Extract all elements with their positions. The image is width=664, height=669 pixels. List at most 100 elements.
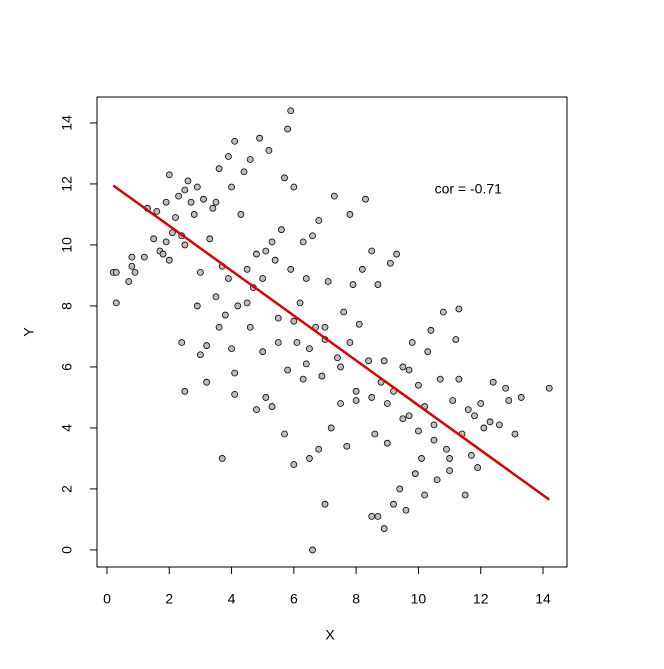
point	[374, 512, 382, 520]
point	[496, 421, 503, 429]
point	[168, 229, 176, 237]
point	[181, 186, 189, 194]
point	[396, 485, 404, 493]
point	[471, 412, 478, 420]
point	[225, 275, 232, 282]
point	[346, 211, 354, 218]
point	[287, 107, 295, 115]
point	[449, 397, 457, 404]
point	[231, 369, 239, 377]
point	[327, 424, 335, 432]
point	[159, 250, 167, 258]
point	[190, 211, 198, 218]
point	[237, 211, 245, 218]
x-tick-label: 0	[103, 591, 111, 607]
point	[243, 265, 251, 273]
point	[112, 268, 120, 276]
point	[455, 375, 463, 383]
point	[405, 366, 413, 374]
point	[125, 278, 133, 285]
point	[215, 165, 223, 173]
point	[415, 427, 422, 435]
point	[337, 363, 344, 371]
point	[368, 394, 376, 401]
point	[287, 265, 295, 273]
point	[380, 525, 388, 532]
point	[386, 259, 394, 267]
point	[172, 214, 179, 221]
point	[209, 204, 217, 212]
point	[480, 424, 488, 432]
point	[424, 348, 432, 356]
point	[368, 247, 376, 255]
y-tick-label: 12	[59, 176, 75, 192]
point	[383, 400, 391, 407]
point	[415, 381, 422, 389]
point	[433, 476, 441, 484]
y-tick-label: 8	[59, 302, 75, 310]
point	[218, 455, 226, 462]
point	[243, 299, 251, 307]
point	[240, 168, 248, 176]
point	[383, 439, 391, 447]
point	[265, 146, 273, 154]
point	[321, 323, 329, 331]
point	[545, 384, 553, 392]
point	[212, 198, 220, 206]
point	[234, 302, 242, 310]
point	[281, 174, 288, 182]
point	[221, 311, 229, 319]
point	[430, 421, 438, 429]
point	[374, 281, 382, 288]
point	[200, 195, 207, 203]
point	[517, 394, 525, 401]
point	[474, 464, 482, 471]
point	[277, 226, 285, 234]
point	[259, 348, 267, 356]
y-tick-label: 6	[59, 363, 75, 371]
point	[502, 384, 510, 392]
point	[446, 455, 453, 462]
point	[355, 320, 363, 328]
point	[274, 314, 282, 322]
point	[281, 430, 288, 438]
point	[212, 293, 220, 301]
point	[393, 250, 401, 258]
point	[228, 345, 235, 353]
point	[206, 235, 214, 243]
y-tick-label: 0	[59, 546, 75, 554]
point	[315, 445, 323, 453]
point	[362, 195, 369, 203]
point	[197, 268, 204, 276]
point	[399, 363, 407, 371]
point	[193, 302, 201, 310]
point	[446, 467, 453, 475]
point	[290, 461, 298, 468]
point	[197, 351, 204, 359]
annotation: cor = -0.71	[435, 181, 503, 197]
point	[467, 451, 475, 459]
point	[293, 339, 301, 346]
x-tick-label: 14	[535, 591, 551, 607]
point	[321, 500, 329, 508]
point	[228, 183, 235, 191]
point	[150, 235, 158, 243]
point	[253, 406, 260, 414]
point	[418, 455, 425, 462]
point	[324, 278, 332, 285]
point	[203, 378, 211, 386]
point	[271, 256, 279, 264]
point	[309, 232, 316, 240]
point	[405, 412, 413, 420]
point	[315, 217, 323, 224]
point	[162, 198, 170, 206]
point	[225, 153, 232, 160]
point	[371, 430, 379, 438]
point	[290, 183, 298, 191]
point	[427, 326, 435, 334]
x-tick-label: 4	[228, 591, 236, 607]
point	[165, 171, 173, 179]
point	[489, 378, 497, 386]
x-tick-label: 2	[165, 591, 173, 607]
point	[505, 397, 513, 404]
